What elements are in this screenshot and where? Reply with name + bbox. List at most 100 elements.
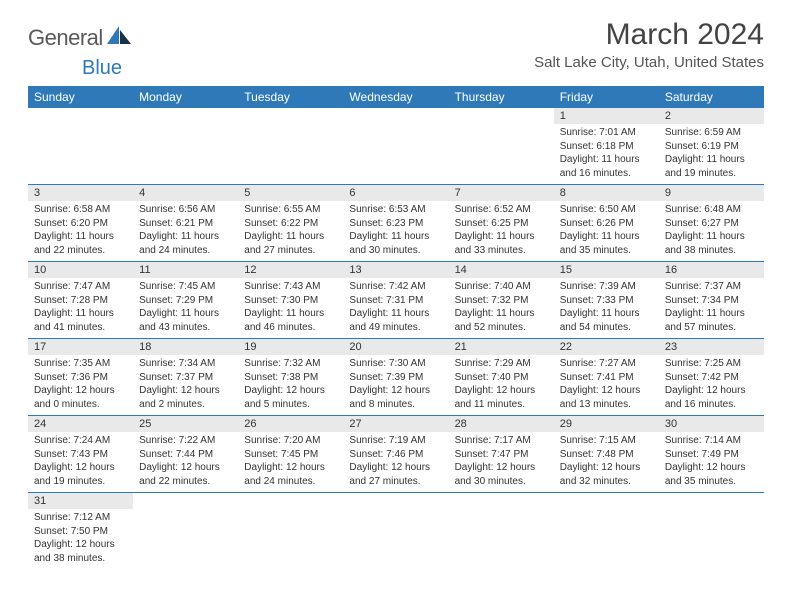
daylight-text: Daylight: 12 hours [34,384,127,398]
calendar-empty-cell [133,493,238,570]
daylight-text-2: and 35 minutes. [560,244,653,258]
daylight-text: Daylight: 11 hours [665,230,758,244]
calendar-day-cell: 15Sunrise: 7:39 AMSunset: 7:33 PMDayligh… [554,262,659,339]
calendar-day-cell: 14Sunrise: 7:40 AMSunset: 7:32 PMDayligh… [449,262,554,339]
sunset-text: Sunset: 7:48 PM [560,448,653,462]
daylight-text-2: and 32 minutes. [560,475,653,489]
day-number: 29 [554,416,659,432]
daylight-text: Daylight: 11 hours [244,307,337,321]
day-details: Sunrise: 7:30 AMSunset: 7:39 PMDaylight:… [343,355,448,415]
day-number: 8 [554,185,659,201]
calendar-day-cell: 12Sunrise: 7:43 AMSunset: 7:30 PMDayligh… [238,262,343,339]
sunrise-text: Sunrise: 7:40 AM [455,280,548,294]
day-details: Sunrise: 7:45 AMSunset: 7:29 PMDaylight:… [133,278,238,338]
sunrise-text: Sunrise: 6:58 AM [34,203,127,217]
daylight-text-2: and 57 minutes. [665,321,758,335]
daylight-text-2: and 52 minutes. [455,321,548,335]
weekday-header: Monday [133,86,238,108]
sunset-text: Sunset: 7:47 PM [455,448,548,462]
sunrise-text: Sunrise: 7:12 AM [34,511,127,525]
daylight-text-2: and 16 minutes. [560,167,653,181]
logo-text-general: General [28,25,103,51]
day-number: 31 [28,493,133,509]
daylight-text-2: and 16 minutes. [665,398,758,412]
daylight-text: Daylight: 12 hours [244,461,337,475]
calendar-empty-cell [133,108,238,185]
daylight-text: Daylight: 11 hours [560,307,653,321]
sunrise-text: Sunrise: 7:45 AM [139,280,232,294]
calendar-day-cell: 25Sunrise: 7:22 AMSunset: 7:44 PMDayligh… [133,416,238,493]
day-details: Sunrise: 7:20 AMSunset: 7:45 PMDaylight:… [238,432,343,492]
day-details: Sunrise: 7:32 AMSunset: 7:38 PMDaylight:… [238,355,343,415]
calendar-page: General March 2024 Salt Lake City, Utah,… [0,0,792,587]
day-details: Sunrise: 7:25 AMSunset: 7:42 PMDaylight:… [659,355,764,415]
sunset-text: Sunset: 6:27 PM [665,217,758,231]
day-details: Sunrise: 7:35 AMSunset: 7:36 PMDaylight:… [28,355,133,415]
daylight-text-2: and 46 minutes. [244,321,337,335]
daylight-text-2: and 5 minutes. [244,398,337,412]
sunset-text: Sunset: 7:49 PM [665,448,758,462]
sunrise-text: Sunrise: 7:34 AM [139,357,232,371]
calendar-day-cell: 28Sunrise: 7:17 AMSunset: 7:47 PMDayligh… [449,416,554,493]
day-details: Sunrise: 6:59 AMSunset: 6:19 PMDaylight:… [659,124,764,184]
day-number: 6 [343,185,448,201]
day-number: 4 [133,185,238,201]
daylight-text: Daylight: 12 hours [34,538,127,552]
sunset-text: Sunset: 6:25 PM [455,217,548,231]
daylight-text-2: and 0 minutes. [34,398,127,412]
calendar-day-cell: 3Sunrise: 6:58 AMSunset: 6:20 PMDaylight… [28,185,133,262]
calendar-day-cell: 10Sunrise: 7:47 AMSunset: 7:28 PMDayligh… [28,262,133,339]
daylight-text-2: and 30 minutes. [349,244,442,258]
day-details: Sunrise: 7:29 AMSunset: 7:40 PMDaylight:… [449,355,554,415]
sunset-text: Sunset: 7:38 PM [244,371,337,385]
day-number: 23 [659,339,764,355]
sunset-text: Sunset: 6:26 PM [560,217,653,231]
calendar-empty-cell [343,108,448,185]
sunrise-text: Sunrise: 7:32 AM [244,357,337,371]
sunset-text: Sunset: 7:28 PM [34,294,127,308]
day-number: 28 [449,416,554,432]
calendar-empty-cell [449,108,554,185]
calendar-day-cell: 6Sunrise: 6:53 AMSunset: 6:23 PMDaylight… [343,185,448,262]
calendar-day-cell: 22Sunrise: 7:27 AMSunset: 7:41 PMDayligh… [554,339,659,416]
calendar-day-cell: 9Sunrise: 6:48 AMSunset: 6:27 PMDaylight… [659,185,764,262]
sunset-text: Sunset: 7:46 PM [349,448,442,462]
sunrise-text: Sunrise: 6:53 AM [349,203,442,217]
sunrise-text: Sunrise: 6:52 AM [455,203,548,217]
day-number: 14 [449,262,554,278]
sunset-text: Sunset: 7:32 PM [455,294,548,308]
sunrise-text: Sunrise: 6:55 AM [244,203,337,217]
day-details: Sunrise: 7:43 AMSunset: 7:30 PMDaylight:… [238,278,343,338]
calendar-empty-cell [554,493,659,570]
weekday-header: Saturday [659,86,764,108]
sunrise-text: Sunrise: 7:20 AM [244,434,337,448]
daylight-text: Daylight: 12 hours [560,384,653,398]
weekday-header: Sunday [28,86,133,108]
daylight-text-2: and 19 minutes. [34,475,127,489]
daylight-text-2: and 13 minutes. [560,398,653,412]
daylight-text: Daylight: 11 hours [560,230,653,244]
daylight-text: Daylight: 12 hours [139,384,232,398]
day-details: Sunrise: 7:24 AMSunset: 7:43 PMDaylight:… [28,432,133,492]
day-details: Sunrise: 7:37 AMSunset: 7:34 PMDaylight:… [659,278,764,338]
calendar-day-cell: 16Sunrise: 7:37 AMSunset: 7:34 PMDayligh… [659,262,764,339]
day-number: 16 [659,262,764,278]
daylight-text-2: and 54 minutes. [560,321,653,335]
daylight-text: Daylight: 12 hours [139,461,232,475]
sunset-text: Sunset: 6:21 PM [139,217,232,231]
calendar-day-cell: 2Sunrise: 6:59 AMSunset: 6:19 PMDaylight… [659,108,764,185]
daylight-text-2: and 38 minutes. [665,244,758,258]
daylight-text: Daylight: 12 hours [560,461,653,475]
calendar-week-row: 24Sunrise: 7:24 AMSunset: 7:43 PMDayligh… [28,416,764,493]
day-details: Sunrise: 7:47 AMSunset: 7:28 PMDaylight:… [28,278,133,338]
day-number: 30 [659,416,764,432]
weekday-header: Friday [554,86,659,108]
daylight-text-2: and 35 minutes. [665,475,758,489]
day-details: Sunrise: 6:53 AMSunset: 6:23 PMDaylight:… [343,201,448,261]
daylight-text-2: and 38 minutes. [34,552,127,566]
sunset-text: Sunset: 7:29 PM [139,294,232,308]
sunrise-text: Sunrise: 7:01 AM [560,126,653,140]
calendar-empty-cell [28,108,133,185]
day-number: 25 [133,416,238,432]
calendar-day-cell: 13Sunrise: 7:42 AMSunset: 7:31 PMDayligh… [343,262,448,339]
